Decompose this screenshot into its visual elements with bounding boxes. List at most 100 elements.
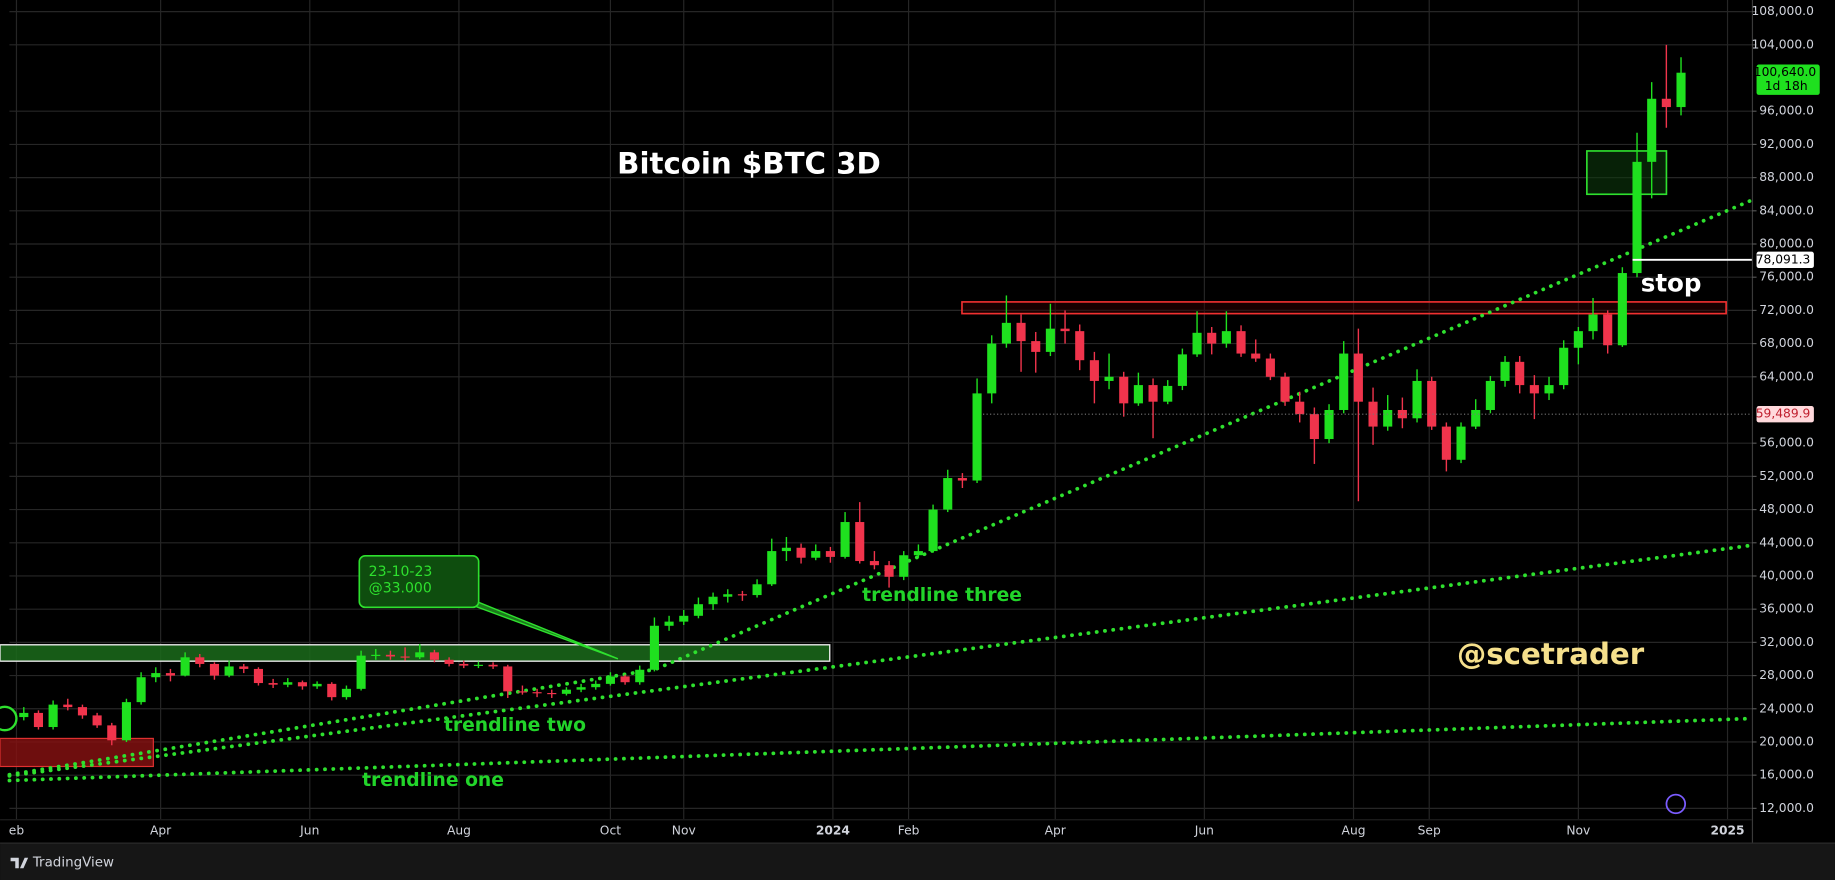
y-tick-label: 72,000.0: [1759, 303, 1814, 317]
candle-body: [19, 712, 29, 718]
assistant-icon: [1665, 793, 1687, 815]
candle-body: [488, 664, 498, 667]
x-tick-label: Nov: [672, 823, 696, 837]
candle-body: [1383, 409, 1393, 427]
candle-body: [767, 551, 777, 585]
candle-body: [33, 712, 43, 728]
y-tick-label: 24,000.0: [1759, 701, 1814, 715]
candle-body: [1588, 314, 1598, 332]
x-tick-label: Aug: [447, 823, 471, 837]
candle-body: [1251, 353, 1261, 359]
candle-body: [341, 688, 351, 698]
callout-date: 23-10-23: [369, 564, 433, 580]
brand-name: TradingView: [32, 855, 114, 870]
candle-body: [400, 656, 410, 658]
candle-body: [503, 666, 513, 692]
callout: 23-10-23 @33.000: [358, 555, 619, 660]
y-tick-label: 16,000.0: [1759, 768, 1814, 782]
x-tick-label: Feb: [898, 823, 920, 837]
candle-body: [312, 683, 322, 687]
marker-circle: [0, 705, 18, 732]
candle-body: [1280, 376, 1290, 402]
candle-body: [1016, 322, 1026, 342]
candle-body: [1441, 426, 1451, 460]
callout-box: [358, 555, 480, 609]
y-tick-label: 76,000.0: [1759, 270, 1814, 284]
candle-body: [752, 584, 762, 596]
candle-body: [77, 707, 87, 716]
y-tick-label: 44,000.0: [1759, 535, 1814, 549]
y-tick-label: 80,000.0: [1759, 237, 1814, 251]
candle-body: [1221, 331, 1231, 344]
candle-body: [1060, 328, 1070, 332]
y-tick-label: 108,000.0: [1751, 4, 1813, 18]
candle-body: [253, 668, 263, 684]
candle-body: [1309, 414, 1319, 440]
candle-body: [957, 478, 967, 481]
candle-body: [561, 689, 571, 694]
candle-body: [268, 683, 278, 685]
y-tick-label: 52,000.0: [1759, 469, 1814, 483]
candle-body: [1456, 426, 1466, 460]
candle-body: [1031, 341, 1041, 352]
y-tick-label: 104,000.0: [1751, 37, 1813, 51]
candle-body: [899, 555, 909, 577]
candle-body: [1075, 331, 1085, 361]
candle-body: [840, 522, 850, 557]
candle-body: [1544, 385, 1554, 394]
candle-body: [1045, 328, 1055, 352]
candle-body: [1617, 273, 1627, 346]
candle-body: [429, 652, 439, 660]
candle-body: [1559, 347, 1569, 386]
chart-title: Bitcoin $BTC 3D: [617, 147, 881, 181]
x-tick-label: Apr: [1045, 823, 1067, 837]
candle-body: [165, 673, 175, 676]
candle-body: [1397, 409, 1407, 419]
stop-label: stop: [1641, 268, 1702, 297]
candle-body: [547, 692, 557, 695]
candle-body: [1647, 98, 1657, 162]
y-tick-label: 40,000.0: [1759, 568, 1814, 582]
candle-body: [517, 691, 527, 693]
candle-body: [209, 663, 219, 676]
drawings: [0, 150, 1752, 783]
candle-body: [297, 682, 307, 687]
candle-body: [1295, 401, 1305, 415]
candle-body: [1324, 409, 1334, 440]
countdown-label: 1d 18h: [1765, 79, 1808, 93]
candle-body: [107, 725, 117, 741]
candle-body: [649, 625, 659, 670]
y-tick-label: 12,000.0: [1759, 801, 1814, 815]
candle-body: [180, 657, 190, 676]
candle-body: [136, 677, 146, 703]
candle-body: [664, 621, 674, 626]
y-tick-label: 64,000.0: [1759, 369, 1814, 383]
candle-body: [1265, 358, 1275, 377]
candle-body: [239, 666, 249, 669]
y-tick-label: 32,000.0: [1759, 635, 1814, 649]
candle-body: [987, 343, 997, 394]
candle-body: [63, 704, 73, 708]
candle-body: [356, 655, 366, 689]
resistance-zone: [961, 301, 1727, 315]
candle-body: [327, 683, 337, 698]
trendline-label: trendline two: [444, 715, 586, 736]
candles: [19, 44, 1686, 746]
candle-body: [1001, 322, 1011, 344]
candle-body: [1515, 361, 1525, 386]
x-tick-label: Sep: [1418, 823, 1441, 837]
candle-body: [605, 676, 615, 684]
axes: eb Apr Jun Aug Oct Nov 2024 Feb Apr Jun Aug Sep Nov 2…: [9, 4, 1820, 837]
y-tick-label: 20,000.0: [1759, 734, 1814, 748]
candle-body: [781, 547, 791, 552]
candle-body: [283, 682, 293, 685]
candle-body: [1529, 385, 1539, 394]
candle-body: [576, 687, 586, 690]
candle-body: [1661, 98, 1671, 108]
demand-zone: [0, 737, 154, 768]
candle-body: [1104, 376, 1114, 381]
candle-body: [121, 702, 131, 741]
trendline-label: trendline one: [362, 770, 504, 791]
